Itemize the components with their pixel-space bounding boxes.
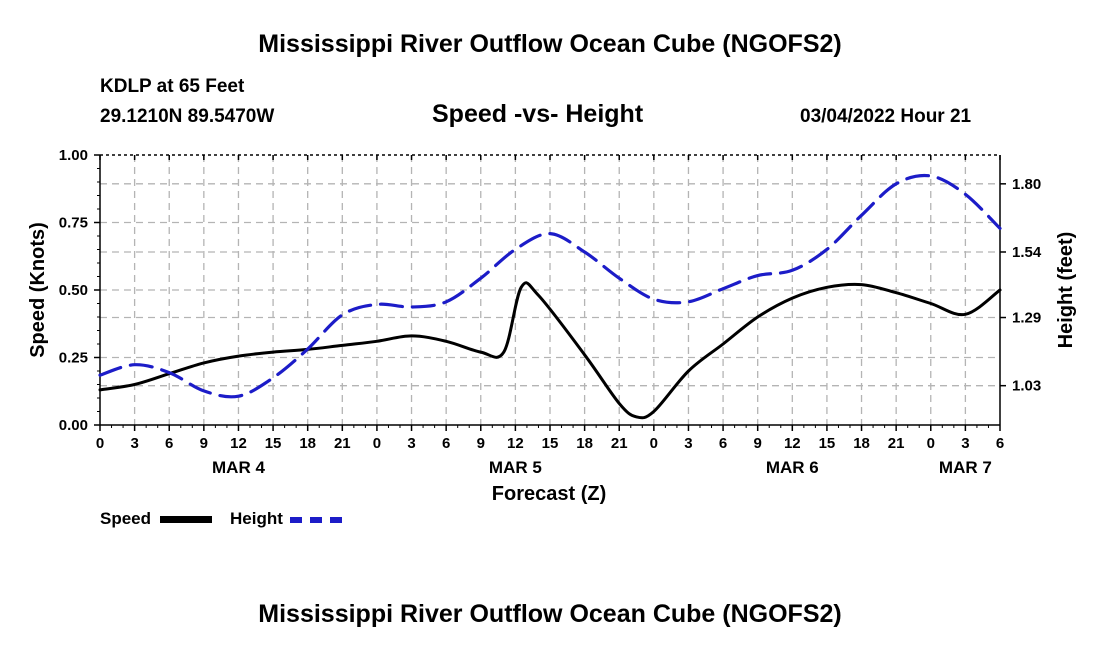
height-series-line — [98, 173, 1002, 399]
y-axis-title-right: Height (feet) — [1055, 232, 1077, 349]
x-tick-label: 0 — [650, 435, 658, 452]
x-tick-label: 6 — [442, 435, 450, 452]
legend-speed-label: Speed — [100, 509, 152, 528]
forecast-datetime: 03/04/2022 Hour 21 — [800, 106, 972, 127]
legend-height-label: Height — [230, 509, 283, 528]
x-tick-label: 15 — [542, 435, 559, 452]
chart-title: Mississippi River Outflow Ocean Cube (NG… — [258, 30, 842, 58]
x-tick-label: 3 — [961, 435, 969, 452]
x-tick-label: 0 — [927, 435, 935, 452]
y-tick-label-left: 0.25 — [59, 350, 88, 367]
footer-title: Mississippi River Outflow Ocean Cube (NG… — [258, 600, 842, 628]
x-tick-label: 21 — [611, 435, 628, 452]
x-tick-label: 3 — [407, 435, 415, 452]
y-tick-label-left: 0.00 — [59, 417, 88, 434]
x-tick-label: 15 — [819, 435, 836, 452]
y-tick-label-left: 1.00 — [59, 147, 88, 164]
series-layer — [98, 173, 1002, 420]
y-tick-label-right: 1.80 — [1012, 176, 1041, 193]
x-tick-label: 18 — [576, 435, 593, 452]
x-tick-label: 6 — [719, 435, 727, 452]
station-coordinates: 29.1210N 89.5470W — [100, 106, 275, 127]
x-tick-label: 12 — [230, 435, 247, 452]
x-axis-title: Forecast (Z) — [492, 483, 606, 505]
day-label: MAR 7 — [939, 458, 992, 477]
y-tick-label-left: 0.50 — [59, 282, 88, 299]
legend-height-swatch — [290, 517, 342, 523]
x-tick-label: 12 — [784, 435, 801, 452]
x-tick-label: 18 — [299, 435, 316, 452]
x-tick-label: 6 — [165, 435, 173, 452]
x-tick-label: 9 — [477, 435, 485, 452]
legend-speed-swatch — [160, 516, 212, 523]
day-label: MAR 5 — [489, 458, 542, 477]
x-tick-label: 15 — [265, 435, 282, 452]
x-tick-label: 0 — [96, 435, 104, 452]
label-layer: 0 3 6 9 12 15 18 21 0 3 6 9 12 15 18 21 0 3 6 9 12 15 18 21 0 3 6M… — [59, 147, 1042, 477]
y-axis-title-left: Speed (Knots) — [27, 222, 49, 358]
day-label: MAR 6 — [766, 458, 819, 477]
y-tick-label-right: 1.54 — [1012, 244, 1042, 261]
x-tick-label: 21 — [888, 435, 905, 452]
y-tick-label-right: 1.03 — [1012, 378, 1041, 395]
speed-series-line — [98, 281, 1002, 420]
x-tick-label: 21 — [334, 435, 351, 452]
chart-subtitle: Speed -vs- Height — [432, 100, 644, 128]
x-tick-label: 6 — [996, 435, 1004, 452]
grid-layer — [100, 155, 1000, 425]
x-tick-label: 12 — [507, 435, 524, 452]
x-tick-label: 9 — [754, 435, 762, 452]
station-name: KDLP at 65 Feet — [100, 76, 245, 97]
y-tick-label-left: 0.75 — [59, 215, 88, 232]
x-tick-label: 18 — [853, 435, 870, 452]
x-tick-label: 3 — [130, 435, 138, 452]
x-tick-label: 9 — [200, 435, 208, 452]
day-label: MAR 4 — [212, 458, 265, 477]
x-tick-label: 3 — [684, 435, 692, 452]
y-tick-label-right: 1.29 — [1012, 310, 1041, 327]
x-tick-label: 0 — [373, 435, 381, 452]
